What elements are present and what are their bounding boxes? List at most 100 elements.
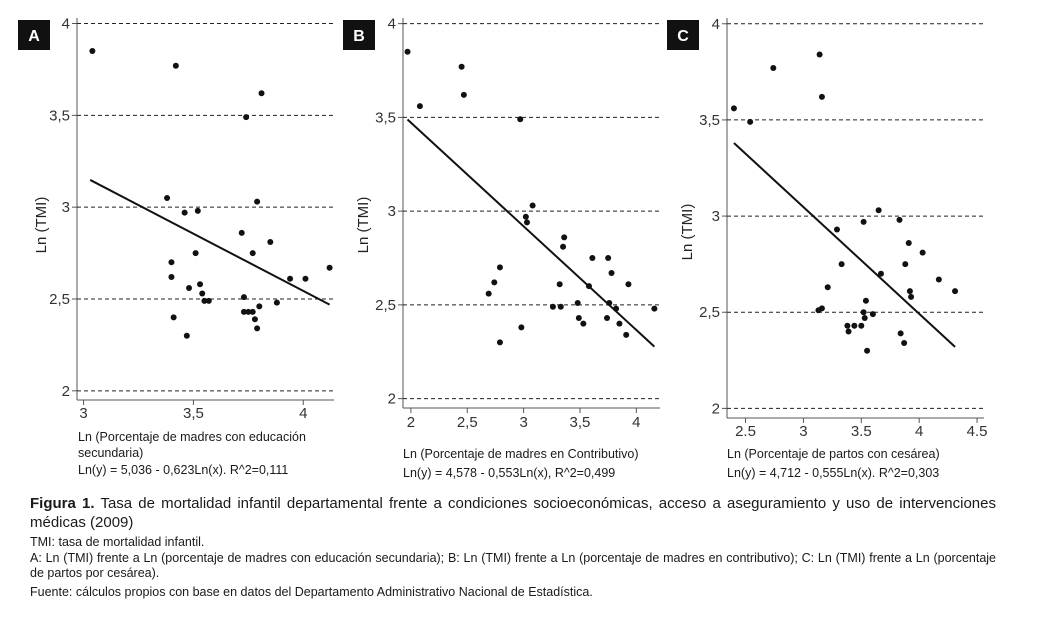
panel-b-x-tick-label: 3,5	[570, 414, 591, 431]
panel-c-data-point	[862, 297, 869, 304]
panel-c-data-point	[897, 330, 904, 337]
panel-b-badge	[343, 20, 375, 50]
figure-label: Figura 1.	[30, 495, 95, 512]
panel-c-data-point	[858, 322, 865, 329]
source-note: Fuente: cálculos propios con base en dat…	[30, 585, 593, 599]
panel-b-xlabel: Ln (Porcentaje de madres en Contributivo…	[403, 447, 639, 461]
panel-a-data-point	[194, 207, 201, 214]
panel-b-data-point	[496, 339, 503, 346]
charts-canvas: 2 2,5 3 3,5 4 3 3,5 4 Ln (TMI) A 2 2,5 3 3,5 4 2 2,5 3 3,5…	[18, 16, 987, 440]
panel-b-data-point	[625, 281, 632, 288]
panel-a-data-point	[240, 294, 247, 301]
panel-a-y-tick-label: 3,5	[49, 107, 70, 124]
panel-b-fit-line	[406, 118, 656, 348]
panel-b-y-tick-label: 2,5	[375, 297, 396, 314]
panel-c-data-point	[730, 105, 737, 112]
panel-b-equation: Ln(y) = 4,578 - 0,553Ln(x), R^2=0,499	[403, 466, 616, 480]
panel-b-data-point	[518, 324, 525, 331]
panel-a-data-point	[254, 198, 261, 205]
panel-c-y-tick-label: 2	[712, 400, 720, 417]
panel-c-x-tick-label: 4.5	[967, 423, 988, 440]
panel-a-data-point	[245, 308, 252, 315]
panel-b-data-point	[608, 270, 615, 276]
panel-a-data-point	[251, 316, 258, 323]
panel-c-y-tick-label: 3,5	[699, 112, 720, 129]
panel-b-data-point	[613, 305, 620, 312]
panel-b-data-point	[585, 283, 592, 290]
panel-a-data-point	[197, 281, 204, 288]
panel-b-x-tick-label: 4	[632, 414, 640, 431]
panel-c-x-tick-label: 3.5	[851, 423, 872, 440]
panel-b-data-point	[529, 202, 536, 209]
panel-a-x-tick-label: 3,5	[183, 405, 204, 422]
panel-c-equation: Ln(y) = 4,712 - 0,555Ln(x). R^2=0,303	[727, 466, 940, 480]
panel-c-y-tick-label: 3	[712, 208, 720, 225]
panel-c-data-point	[818, 93, 825, 100]
panel-a-y-tick-label: 3	[62, 199, 70, 216]
panel-b-data-point	[491, 279, 498, 286]
panel-b-y-tick-label: 4	[388, 16, 396, 33]
panel-c-data-point	[906, 288, 913, 295]
panel-a-data-point	[164, 194, 171, 201]
panel-a-data-point	[168, 259, 175, 266]
panel-b-y-tick-label: 3	[388, 203, 396, 220]
panel-b-data-point	[589, 255, 596, 261]
panel-a-data-point	[186, 284, 193, 291]
panel-a-data-point	[254, 325, 261, 332]
panel-a-data-point	[249, 308, 256, 315]
panel-c-y-tick-label: 2,5	[699, 304, 720, 321]
panel-c-data-point	[896, 216, 903, 223]
panel-c-data-point	[869, 311, 876, 318]
panel-a-data-point	[256, 303, 263, 310]
panel-a-plot: 2 2,5 3 3,5 4 3 3,5 4 Ln (TMI) A	[18, 16, 334, 422]
panel-c-data-point	[845, 328, 852, 335]
panel-c-data-point	[860, 218, 867, 225]
panel-c-data-point	[902, 261, 909, 268]
panel-c-y-tick-label: 4	[712, 16, 720, 33]
panel-a-xlabel: Ln (Porcentaje de madres con educación s…	[78, 430, 306, 460]
panel-c-plot: 2 2,5 3 3,5 4 2.5 3 3.5 4 4.5 Ln (TMI) C	[667, 16, 987, 440]
panel-a-data-point	[302, 275, 309, 282]
note-tmi: TMI: tasa de mortalidad infantil.	[30, 535, 205, 549]
panel-c-data-point	[864, 347, 871, 354]
panel-b-data-point	[549, 303, 556, 310]
panel-c-x-tick-label: 2.5	[735, 423, 756, 440]
panel-a-data-point	[89, 48, 96, 55]
panel-c-data-point	[816, 51, 823, 58]
panel-a-data-point	[258, 90, 265, 97]
panel-b-badge-letter: B	[353, 28, 365, 45]
panel-b-data-point	[580, 320, 587, 327]
panel-b-data-point	[651, 305, 658, 312]
panel-b-data-point	[556, 281, 563, 288]
panel-a-data-point	[249, 250, 256, 257]
panel-b-ylabel: Ln (TMI)	[355, 197, 372, 254]
panel-c-xlabel: Ln (Porcentaje de partos con cesárea)	[727, 447, 940, 461]
panel-b-data-point	[616, 320, 623, 327]
panel-b-data-point	[458, 63, 465, 70]
panel-c-data-point	[838, 261, 845, 268]
panel-a-data-point	[172, 62, 179, 69]
panel-a-data-point	[326, 264, 333, 271]
panel-b-data-point	[416, 103, 423, 110]
panel-c-data-point	[833, 226, 840, 233]
panel-b-data-point	[604, 315, 611, 321]
panel-b-data-point	[522, 213, 529, 220]
panel-a-data-point	[205, 297, 212, 304]
panel-b-x-tick-label: 2	[407, 414, 415, 431]
panel-a-data-point	[238, 229, 245, 236]
panel-c-fit-line	[733, 142, 956, 348]
figure-title: Tasa de mortalidad infantil departamenta…	[30, 495, 996, 531]
panel-b-data-point	[606, 300, 613, 306]
panel-b-data-point	[574, 300, 581, 306]
panel-a-equation: Ln(y) = 5,036 - 0,623Ln(x). R^2=0,111	[78, 463, 289, 477]
panel-c-data-point	[875, 207, 882, 214]
panel-b-data-point	[561, 234, 568, 241]
panel-c-data-point	[861, 315, 868, 321]
panel-b-x-tick-label: 2,5	[457, 414, 478, 431]
panel-b-data-point	[605, 255, 612, 261]
panel-c-data-point	[905, 240, 912, 246]
panel-a-data-point	[243, 114, 250, 121]
panel-a-badge-letter: A	[28, 28, 40, 45]
panel-a-x-tick-label: 3	[79, 405, 87, 422]
panel-b-data-point	[575, 315, 582, 321]
